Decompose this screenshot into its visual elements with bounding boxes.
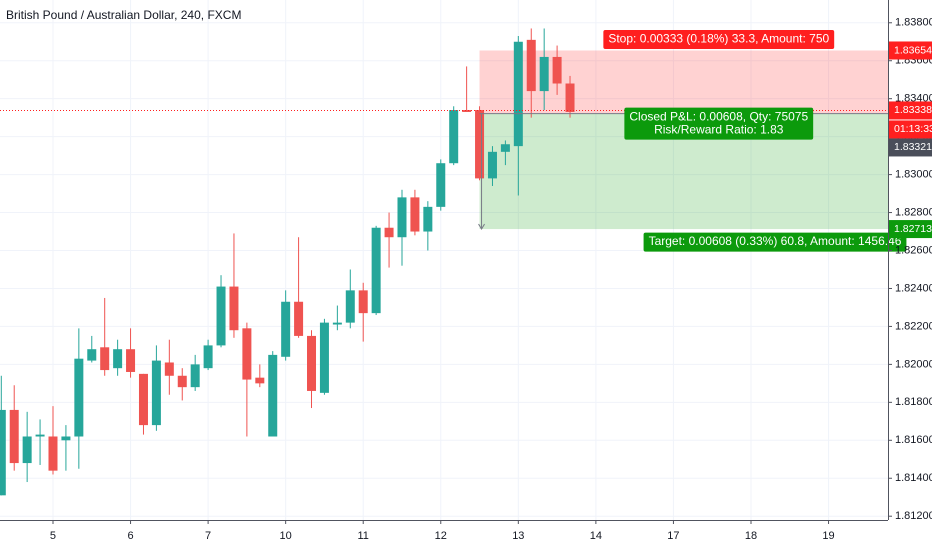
candle-body (61, 436, 71, 441)
target-price-label: 1.82713 (894, 223, 932, 235)
candle-body (48, 436, 58, 471)
y-tick-label: 1.83000 (895, 169, 932, 181)
candle-body (358, 290, 368, 314)
x-tick-label: 6 (127, 530, 133, 542)
candle-body (487, 151, 497, 179)
candle-body (371, 227, 381, 314)
candle-body (513, 41, 523, 147)
candle-body (475, 110, 485, 179)
candle-body (242, 328, 252, 380)
candle-body (100, 347, 110, 371)
candle-body (410, 197, 420, 232)
candle-body (319, 322, 329, 393)
pnl-text: Risk/Reward Ratio: 1.83 (654, 122, 784, 136)
countdown: 01:13:33 (894, 123, 932, 135)
axis-labels: 1.81200 1.81400 1.81600 1.81800 1.82000 1.822… (50, 17, 932, 542)
candle-body (423, 206, 433, 232)
candle-body (500, 144, 510, 152)
candle-body (9, 409, 19, 464)
candle-body (113, 349, 123, 369)
target-price-label-box (889, 220, 932, 239)
pnl-text-group: Closed P&L: 0.00608, Qty: 75075Risk/Rewa… (624, 107, 814, 140)
stop-price-label-box (889, 41, 932, 60)
candle-body (177, 375, 187, 388)
y-tick-label: 1.82600 (895, 244, 932, 256)
candle-body (35, 434, 45, 437)
target-text-group: Target: 0.00608 (0.33%) 60.8, Amount: 14… (643, 232, 907, 252)
y-tick-label: 1.83800 (895, 17, 932, 29)
candles (0, 28, 575, 496)
last-price-label-box (889, 101, 932, 120)
candle-body (229, 286, 239, 331)
candle-body (307, 335, 317, 391)
target-text-box (643, 232, 907, 252)
candle-body (216, 286, 226, 346)
candle-body (74, 358, 84, 437)
candle-body (190, 364, 200, 388)
y-tick-label: 1.81600 (895, 434, 932, 446)
candle-body (203, 345, 213, 369)
x-tick-label: 14 (590, 530, 602, 542)
x-tick-label: 18 (745, 530, 757, 542)
candle-body (345, 290, 355, 323)
candle-body (436, 163, 446, 207)
pnl-text: Closed P&L: 0.00608, Qty: 75075 (629, 109, 808, 123)
pnl-text-box (624, 107, 814, 140)
y-tick-label: 1.82000 (895, 358, 932, 370)
x-tick-label: 12 (435, 530, 447, 542)
countdown-box (889, 120, 932, 139)
y-tick-label: 1.81200 (895, 510, 932, 522)
candle-body (539, 56, 549, 92)
candle-body (268, 354, 278, 437)
entry-price-label-box (889, 138, 932, 157)
candle-body (332, 322, 342, 325)
candle-body (462, 110, 472, 112)
candle-body (126, 349, 136, 372)
entry-price-label: 1.83321 (894, 141, 932, 153)
candle-body (22, 436, 32, 464)
arrow-head (478, 223, 485, 231)
overlay: Stop: 0.00333 (0.18%) 33.3, Amount: 750 C… (0, 29, 907, 252)
candle-body (164, 362, 174, 376)
y-tick-label: 1.82200 (895, 320, 932, 332)
candle-body (526, 39, 536, 92)
y-tick-label: 1.81400 (895, 472, 932, 484)
candle-body (151, 360, 161, 426)
candle-body (397, 197, 407, 238)
last-price-label: 1.83338 (894, 104, 932, 116)
y-tick-label: 1.82800 (895, 206, 932, 218)
candle-body (449, 110, 459, 164)
x-tick-label: 10 (280, 530, 292, 542)
candle-body (87, 349, 97, 361)
candle-body (384, 227, 394, 238)
x-tick-label: 13 (512, 530, 524, 542)
stop-text-box (603, 29, 835, 49)
x-tick-label: 11 (358, 530, 369, 542)
x-tick-label: 19 (822, 530, 834, 542)
y-tick-label: 1.81800 (895, 396, 932, 408)
target-text: Target: 0.00608 (0.33%) 60.8, Amount: 14… (649, 234, 902, 248)
candle-body (255, 377, 265, 384)
candle-body (294, 301, 304, 336)
x-tick-label: 5 (50, 530, 56, 542)
y-tick-label: 1.82400 (895, 282, 932, 294)
chart-title: British Pound / Australian Dollar, 240, … (6, 8, 241, 22)
stop-text: Stop: 0.00333 (0.18%) 33.3, Amount: 750 (608, 32, 829, 46)
candle-body (565, 83, 575, 112)
stop-text-group: Stop: 0.00333 (0.18%) 33.3, Amount: 750 (603, 29, 835, 49)
x-tick-label: 17 (667, 530, 679, 542)
candle-body (281, 301, 291, 357)
x-tick-label: 7 (205, 530, 211, 542)
stop-price-label: 1.83654 (894, 44, 932, 56)
candle-body (138, 373, 148, 426)
candle-body (552, 56, 562, 84)
candle-body (0, 409, 6, 496)
